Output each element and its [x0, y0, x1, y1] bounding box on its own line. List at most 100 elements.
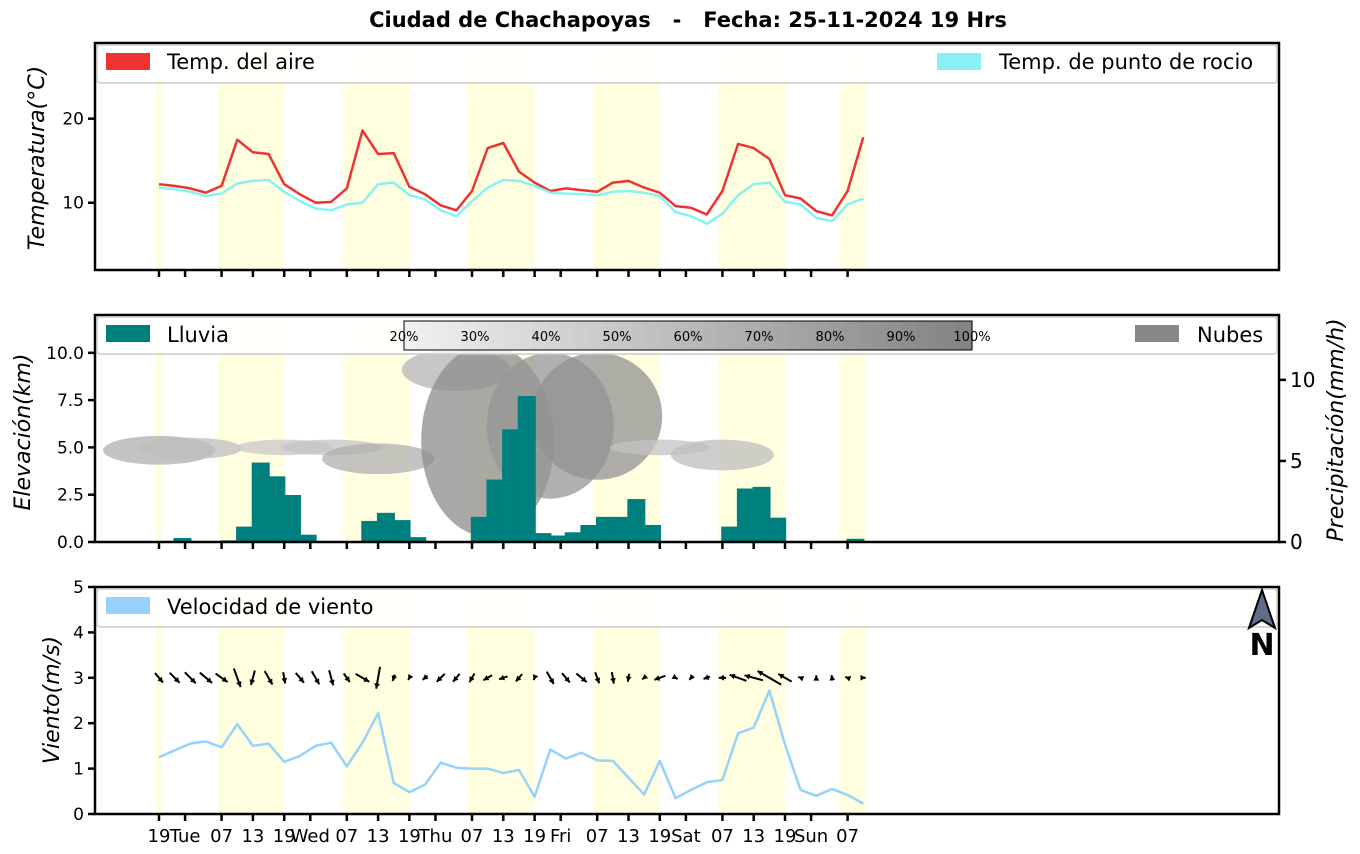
rain-bar: [752, 486, 771, 542]
cloud-area: [532, 352, 663, 480]
cloud-area: [322, 443, 435, 475]
colorbar-segment: [702, 321, 717, 350]
rain-bar: [376, 512, 395, 542]
rain-bar: [611, 516, 630, 542]
wind-arrow-head: [515, 675, 522, 682]
colorbar-label: 40%: [532, 330, 561, 345]
wind-arrow-head: [267, 678, 273, 685]
y-tick-label: 2: [73, 714, 84, 734]
legend-swatch-air-temp: [106, 53, 150, 70]
x-tick-label: 19: [774, 826, 797, 847]
colorbar-segment: [517, 321, 533, 350]
colorbar-segment: [929, 321, 945, 350]
x-tick-label: 07: [461, 826, 484, 847]
legend-swatch-rain: [106, 325, 150, 342]
wind-arrow-head: [173, 676, 180, 683]
x-tick-label: 07: [836, 826, 859, 847]
wind-arrow-head: [625, 676, 632, 682]
cloud-area: [670, 439, 774, 471]
right-y-tick-label: 10: [1290, 368, 1315, 392]
colorbar-segment: [489, 321, 504, 350]
rain-bar: [642, 524, 661, 542]
colorbar-segment: [759, 321, 774, 350]
x-tick-label: Thu: [418, 826, 453, 847]
daylight-band: [156, 587, 162, 814]
wind-arrow-head: [314, 678, 320, 685]
wind-arrow-head: [594, 677, 601, 684]
x-tick-label: Fri: [550, 826, 571, 847]
legend-label-wind-speed: Velocidad de viento: [167, 595, 373, 619]
rain-bar: [361, 520, 380, 542]
colorbar-segment: [773, 321, 788, 350]
colorbar-segment: [602, 321, 618, 350]
rain-bar: [173, 537, 192, 542]
wind-arrow-head: [689, 673, 695, 680]
colorbar-label: 90%: [887, 330, 916, 345]
colorbar-segment: [943, 321, 959, 350]
colorbar-segment: [801, 321, 817, 350]
colorbar-segment: [631, 321, 646, 350]
wind-arrow-head: [499, 674, 506, 681]
colorbar-frame: [403, 320, 973, 351]
colorbar-segment: [475, 321, 490, 350]
x-tick-label: 19: [148, 826, 171, 847]
figure-title: Ciudad de Chachapoyas - Fecha: 25-11-202…: [369, 8, 1007, 32]
wind-arrow-head: [408, 673, 414, 680]
colorbar-segment: [901, 321, 916, 350]
daylight-band: [156, 315, 162, 542]
daylight-band: [156, 43, 162, 270]
temperature-y-axis-label: Temperatura(°C): [25, 66, 50, 250]
elevation-y-axis-label: Elevación(km): [11, 354, 36, 511]
wind-arrow-head: [532, 674, 539, 681]
wind-arrow-head: [778, 673, 785, 680]
wind-arrow-head: [798, 675, 805, 682]
colorbar-segment: [688, 321, 703, 350]
x-tick-label: 19: [398, 826, 421, 847]
colorbar-segment: [546, 321, 561, 350]
wind-arrow-head: [391, 675, 398, 681]
colorbar-segment: [730, 321, 746, 350]
rain-bar: [549, 535, 568, 542]
wind-arrow-head: [329, 679, 335, 686]
rain-bar: [267, 476, 286, 542]
wind-arrow-head: [422, 674, 429, 680]
rain-bar: [721, 526, 740, 542]
rain-bar: [846, 538, 865, 542]
cloud-cover-colorbar: 20% 30% 40% 50% 60% 70% 80% 90% 100%: [390, 320, 991, 351]
right-y-tick-label: 5: [1290, 449, 1303, 473]
wind-arrow-head: [249, 679, 256, 686]
wind-arrow-head: [729, 673, 736, 680]
colorbar-segment: [645, 321, 661, 350]
x-tick-label: 07: [335, 826, 358, 847]
wind-arrow-head: [564, 676, 570, 683]
colorbar-label: 100%: [953, 330, 990, 345]
rain-bar: [251, 462, 270, 542]
rain-bar: [486, 479, 505, 542]
x-tick-label: 13: [492, 826, 515, 847]
legend-swatch-clouds: [1135, 325, 1179, 342]
rain-bar: [596, 516, 615, 542]
wind-arrow-head: [221, 676, 228, 683]
x-tick-label: 07: [586, 826, 609, 847]
legend-swatch-dew-point: [937, 53, 981, 70]
colorbar-segment: [915, 321, 930, 350]
rain-bar: [283, 494, 302, 542]
y-tick-label: 5: [73, 578, 84, 598]
wind-arrow-head: [829, 675, 836, 681]
colorbar-segment: [716, 321, 732, 350]
colorbar-segment: [432, 321, 448, 350]
colorbar-segment: [673, 321, 689, 350]
colorbar-segment: [418, 321, 433, 350]
wind-arrow-head: [190, 677, 196, 684]
colorbar-label: 60%: [674, 330, 703, 345]
colorbar-label: 20%: [390, 330, 419, 345]
x-tick-label: 07: [210, 826, 233, 847]
wind-arrow-head: [671, 673, 678, 680]
wind-arrow-head: [483, 675, 490, 681]
wind-arrow-head: [157, 676, 164, 683]
x-tick-label: 07: [711, 826, 734, 847]
wind-arrow-head: [860, 674, 866, 681]
y-tick-label: 2.5: [57, 486, 84, 506]
wind-y-axis-label: Viento(m/s): [40, 636, 65, 764]
